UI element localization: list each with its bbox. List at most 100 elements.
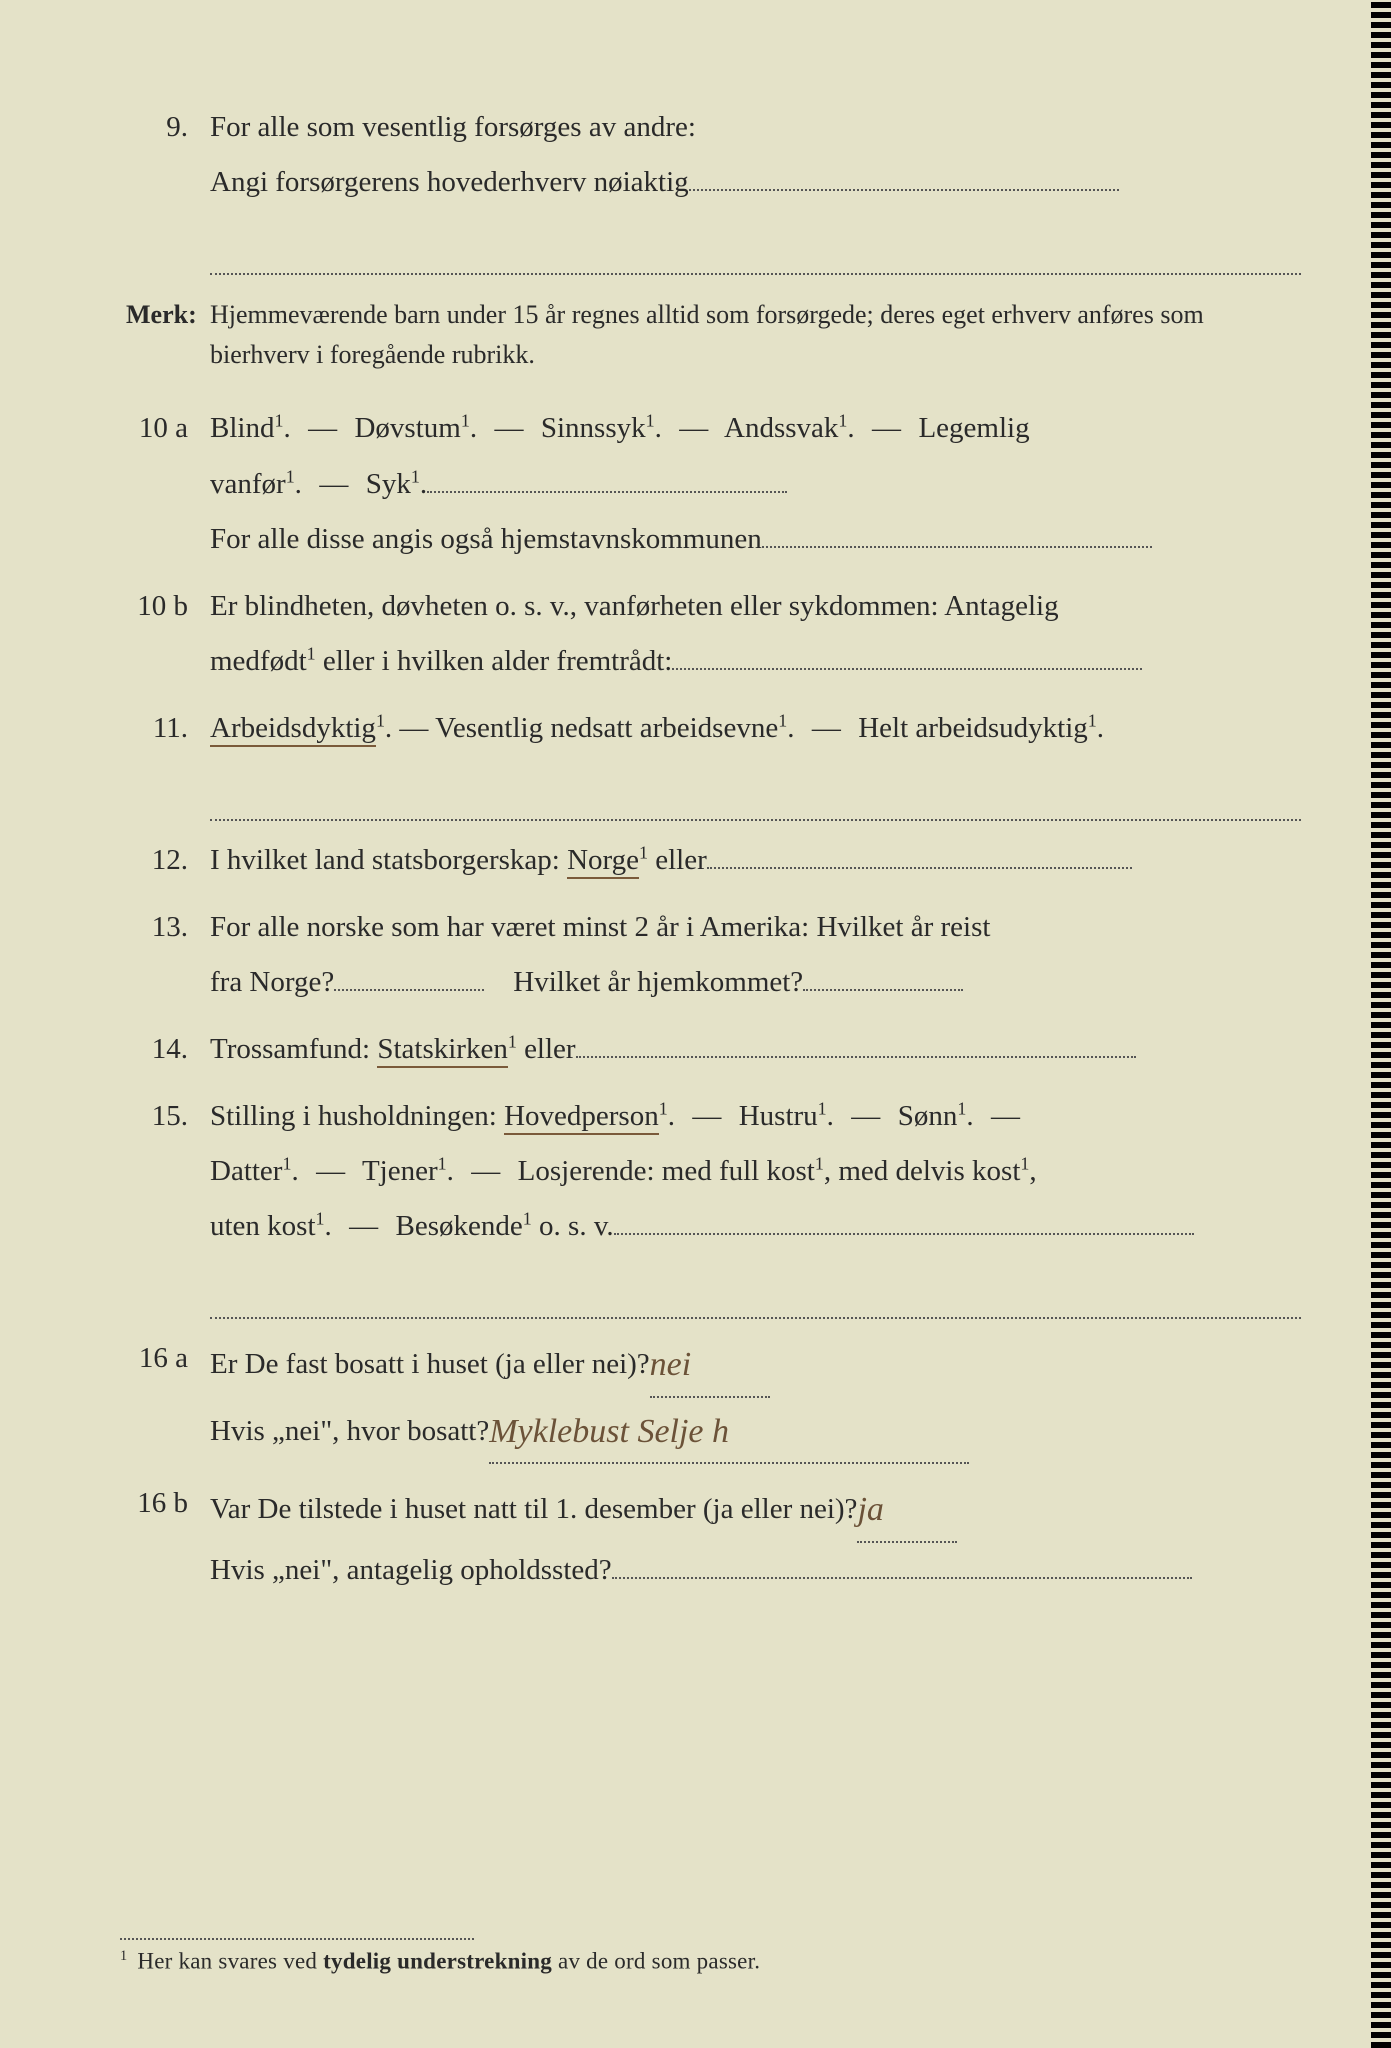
period: .	[787, 712, 794, 744]
q13-line2: fra Norge? Hvilket år hjemkommet?	[210, 955, 1301, 1010]
dash: —	[308, 412, 337, 444]
q11-opt1-selected: Arbeidsdyktig	[210, 712, 376, 747]
q10a-line2: vanfør1. — Syk1.	[210, 457, 1301, 512]
q12-number: 12.	[120, 833, 210, 888]
footnote-c: av de ord som passer.	[552, 1949, 760, 1974]
q10a-opt3: Sinnssyk	[541, 412, 646, 444]
q9-line1: For alle som vesentlig forsørges av andr…	[210, 100, 1301, 155]
dash: —	[812, 712, 841, 744]
sup: 1	[438, 1154, 447, 1174]
q12-post: eller	[648, 844, 707, 876]
dash: —	[991, 1100, 1020, 1132]
q15-l3c: o. s. v.	[532, 1210, 614, 1242]
q15-opt3: Sønn	[898, 1100, 958, 1132]
sup: 1	[411, 466, 420, 486]
sup: 1	[376, 710, 385, 730]
sup: 1	[316, 1209, 325, 1229]
q15-l2b: Tjener	[362, 1155, 438, 1187]
q9-line2-text: Angi forsørgerens hovederhverv nøiaktig	[210, 166, 689, 198]
q16b-ans1: ja	[857, 1491, 883, 1528]
period: .	[283, 412, 290, 444]
sup: 1	[461, 411, 470, 431]
footnote: 1Her kan svares ved tydelig understrekni…	[120, 1948, 1301, 1975]
q16b-number: 16 b	[120, 1476, 210, 1598]
period: .	[827, 1100, 834, 1132]
dash: —	[851, 1100, 880, 1132]
q10a-line1: Blind1. — Døvstum1. — Sinnssyk1. — Andss…	[210, 401, 1301, 456]
footnote-num: 1	[120, 1948, 127, 1964]
dash: —	[679, 412, 708, 444]
q15-l2a: Datter	[210, 1155, 282, 1187]
sup: 1	[818, 1098, 827, 1118]
q16a-ans1: nei	[650, 1346, 692, 1383]
question-10a: 10 a Blind1. — Døvstum1. — Sinnssyk1. — …	[120, 401, 1301, 566]
q15-line3: uten kost1. — Besøkende1 o. s. v.	[210, 1199, 1301, 1254]
q16b-line1: Var De tilstede i huset natt til 1. dese…	[210, 1476, 1301, 1543]
q11-line1: Arbeidsdyktig1. — Vesentlig nedsatt arbe…	[210, 701, 1301, 756]
question-14: 14. Trossamfund: Statskirken1 eller	[120, 1022, 1301, 1077]
q12-blank	[707, 867, 1132, 869]
sup: 1	[646, 411, 655, 431]
q16b-q2: Hvis „nei", antagelig opholdssted?	[210, 1554, 612, 1586]
q10b-blank	[672, 668, 1142, 670]
sup: 1	[307, 643, 316, 663]
q15-line2: Datter1. — Tjener1. — Losjerende: med fu…	[210, 1144, 1301, 1199]
q13-number: 13.	[120, 900, 210, 1010]
q16b-blank	[612, 1577, 1192, 1579]
q15-body: Stilling i husholdningen: Hovedperson1. …	[210, 1089, 1301, 1319]
q9-number: 9.	[120, 100, 210, 275]
q14-post: eller	[517, 1033, 576, 1065]
q10a-line3: For alle disse angis også hjemstavnskomm…	[210, 512, 1301, 567]
sup: 1	[523, 1209, 532, 1229]
question-10b: 10 b Er blindheten, døvheten o. s. v., v…	[120, 579, 1301, 689]
merk-text: Hjemmeværende barn under 15 år regnes al…	[210, 295, 1301, 376]
q14-opt-selected: Statskirken	[377, 1033, 508, 1068]
census-form-page: 9. For alle som vesentlig forsørges av a…	[0, 0, 1391, 2048]
q15-number: 15.	[120, 1089, 210, 1319]
q14-number: 14.	[120, 1022, 210, 1077]
q16a-ans2-blank: Myklebust Selje h	[489, 1398, 969, 1465]
sup: 1	[957, 1098, 966, 1118]
dash: —	[692, 1100, 721, 1132]
footnote-a: Her kan svares ved	[137, 1949, 323, 1974]
q10a-opt4: Andssvak	[724, 412, 838, 444]
question-13: 13. For alle norske som har været minst …	[120, 900, 1301, 1010]
merk-label: Merk:	[120, 295, 210, 376]
period: .	[1097, 712, 1104, 744]
footnote-rule	[120, 1938, 474, 1940]
q10a-number: 10 a	[120, 401, 210, 566]
q15-line1: Stilling i husholdningen: Hovedperson1. …	[210, 1089, 1301, 1144]
question-16a: 16 a Er De fast bosatt i huset (ja eller…	[120, 1331, 1301, 1464]
dash: —	[319, 468, 348, 500]
period: .	[291, 1155, 298, 1187]
q15-pre: Stilling i husholdningen:	[210, 1100, 504, 1132]
period: .	[295, 468, 302, 500]
q16a-body: Er De fast bosatt i huset (ja eller nei)…	[210, 1331, 1301, 1464]
q16a-q2: Hvis „nei", hvor bosatt?	[210, 1415, 489, 1447]
q9-line2: Angi forsørgerens hovederhverv nøiaktig	[210, 155, 1301, 210]
q10a-blank2	[762, 546, 1152, 548]
sup: 1	[508, 1031, 517, 1051]
q16b-ans1-blank: ja	[857, 1476, 957, 1543]
q14-pre: Trossamfund:	[210, 1033, 377, 1065]
q10b-line2-mid: eller i hvilken alder fremtrådt:	[316, 645, 673, 677]
question-15: 15. Stilling i husholdningen: Hovedperso…	[120, 1089, 1301, 1319]
q11-blank	[210, 754, 1301, 821]
period: .	[420, 468, 427, 500]
dash: —	[349, 1210, 378, 1242]
q9-body: For alle som vesentlig forsørges av andr…	[210, 100, 1301, 275]
period: .	[668, 1100, 675, 1132]
q10b-body: Er blindheten, døvheten o. s. v., vanfør…	[210, 579, 1301, 689]
q16a-line2: Hvis „nei", hvor bosatt?Myklebust Selje …	[210, 1398, 1301, 1465]
q10b-line2-pre: medfødt	[210, 645, 307, 677]
q16a-line1: Er De fast bosatt i huset (ja eller nei)…	[210, 1331, 1301, 1398]
q13-body: For alle norske som har været minst 2 år…	[210, 900, 1301, 1010]
q13-line1: For alle norske som har været minst 2 år…	[210, 900, 1301, 955]
q16a-q1: Er De fast bosatt i huset (ja eller nei)…	[210, 1348, 650, 1380]
sup: 1	[815, 1154, 824, 1174]
q11-opt3: Helt arbeidsudyktig	[858, 712, 1088, 744]
q10a-body: Blind1. — Døvstum1. — Sinnssyk1. — Andss…	[210, 401, 1301, 566]
sup: 1	[659, 1098, 668, 1118]
q14-body: Trossamfund: Statskirken1 eller	[210, 1022, 1301, 1077]
question-12: 12. I hvilket land statsborgerskap: Norg…	[120, 833, 1301, 888]
